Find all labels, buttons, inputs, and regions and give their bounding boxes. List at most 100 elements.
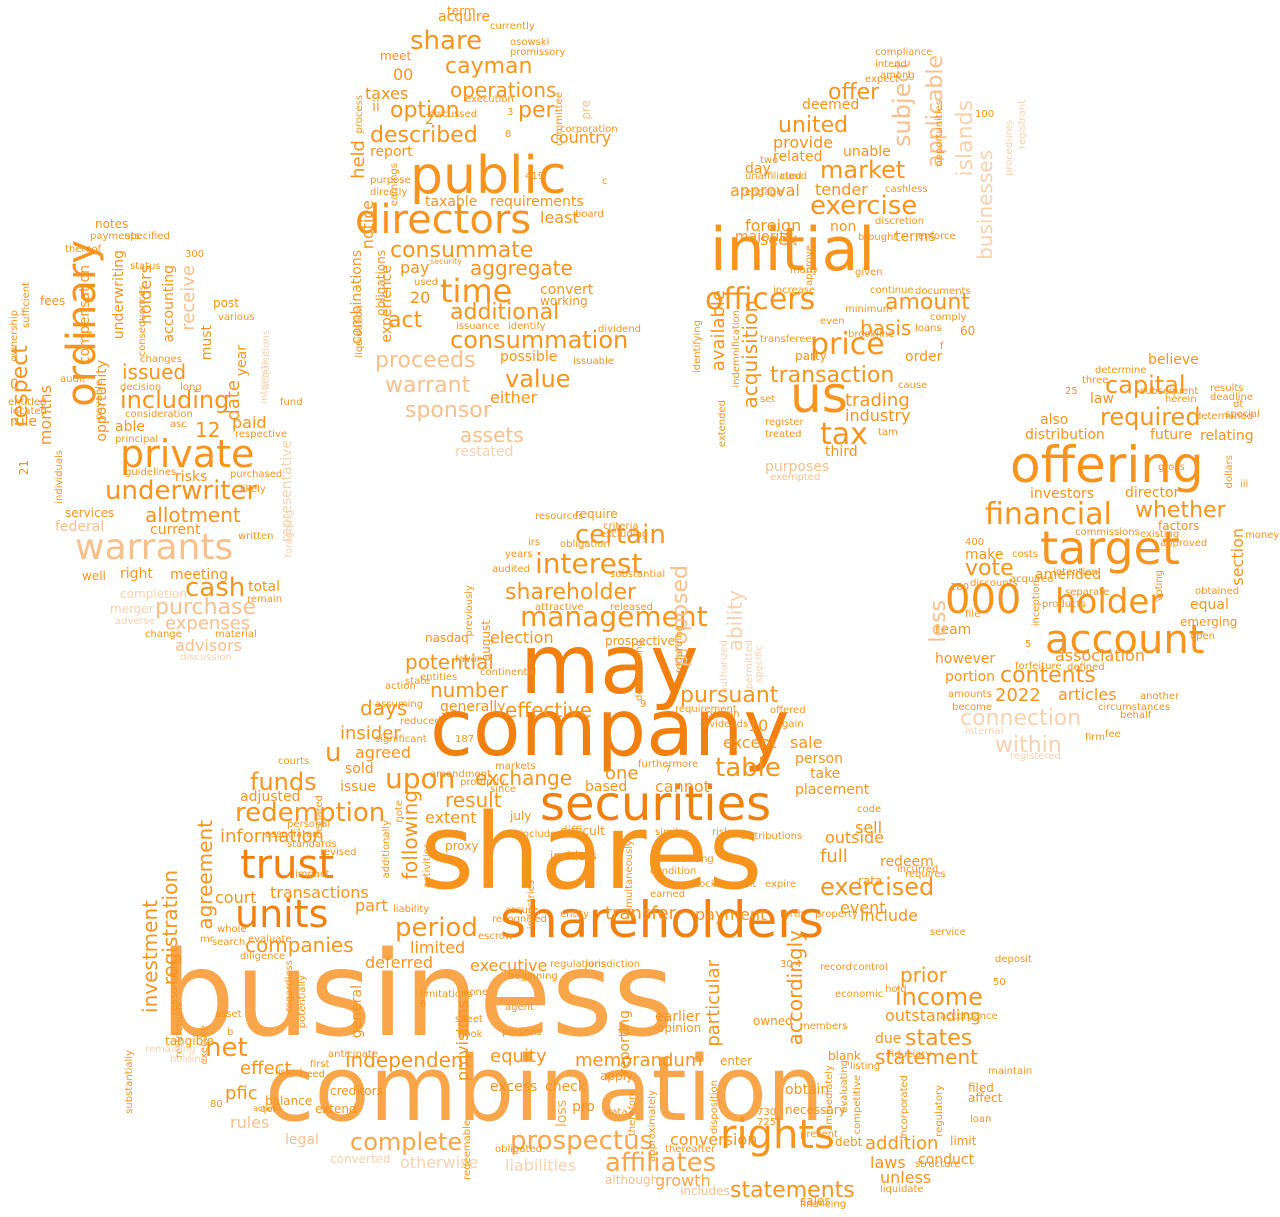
cloud-word: well xyxy=(82,569,106,583)
cloud-word: right xyxy=(120,566,153,582)
cloud-word: likely xyxy=(240,484,266,495)
cloud-word: insiders xyxy=(550,849,597,863)
cloud-word: qef xyxy=(260,1104,277,1115)
cloud-word: impact xyxy=(295,869,330,880)
cloud-word: particular xyxy=(703,960,724,1047)
cloud-word: since xyxy=(490,784,516,795)
cloud-word: days xyxy=(360,696,408,720)
cloud-word: necessary xyxy=(785,1103,846,1117)
cloud-word: 20 xyxy=(410,288,431,307)
cloud-word: offer xyxy=(828,80,880,105)
cloud-word: 30 xyxy=(780,959,793,970)
cloud-word: sale xyxy=(790,733,823,752)
cloud-word: committee xyxy=(554,92,565,147)
cloud-word: provisions xyxy=(453,1000,472,1082)
cloud-word: note xyxy=(394,800,405,823)
cloud-word: directors xyxy=(355,197,532,243)
cloud-word: period xyxy=(395,913,478,943)
cloud-word: circumstances xyxy=(1098,702,1171,713)
cloud-word: intention xyxy=(1053,567,1098,578)
cloud-word: year xyxy=(234,345,250,377)
cloud-word: condition xyxy=(650,866,697,877)
cloud-word: 80 xyxy=(210,1099,223,1110)
cloud-word: market xyxy=(820,156,906,184)
cloud-word: amounts xyxy=(948,689,992,700)
cloud-word: costs xyxy=(1012,549,1038,560)
cloud-word: members xyxy=(800,1021,848,1032)
cloud-word: allotment xyxy=(145,503,241,527)
cloud-word: aggregate xyxy=(470,256,573,280)
cloud-word: due xyxy=(875,1031,902,1047)
cloud-word: specified xyxy=(125,231,170,242)
cloud-word: based xyxy=(585,779,628,795)
cloud-word: investment xyxy=(138,900,162,1013)
cloud-word: state xyxy=(405,676,431,687)
cloud-word: redeem xyxy=(880,854,934,870)
cloud-word: debt xyxy=(835,1135,863,1149)
cloud-word: earlier xyxy=(655,1009,701,1025)
cloud-word: 180 xyxy=(950,582,970,593)
cloud-word: process xyxy=(354,95,365,134)
cloud-word: companies xyxy=(245,933,354,957)
cloud-word: 9 xyxy=(640,699,647,710)
cloud-word: equal xyxy=(1190,597,1229,613)
cloud-word: 4 xyxy=(795,959,802,970)
cloud-word: less xyxy=(926,600,951,643)
cloud-word: diligence xyxy=(240,951,286,962)
cloud-word: maintain xyxy=(988,1066,1033,1077)
cloud-word: osowski xyxy=(510,37,550,48)
cloud-word: earned xyxy=(650,889,686,900)
cloud-word: basis xyxy=(860,316,912,340)
cloud-word: pre xyxy=(579,100,593,120)
cloud-word: meet xyxy=(380,49,412,63)
cloud-word: cannot xyxy=(655,777,710,796)
cloud-word: report xyxy=(370,144,413,160)
cloud-word: may xyxy=(520,618,699,713)
cloud-word: generally xyxy=(440,699,506,715)
cloud-word: general xyxy=(349,985,365,1039)
cloud-word: property xyxy=(815,909,858,920)
cloud-word: seeking xyxy=(675,854,714,865)
cloud-word: opinion xyxy=(657,1021,702,1035)
cloud-word: another xyxy=(1140,691,1180,702)
cloud-word: july xyxy=(510,809,532,823)
cloud-word: possible xyxy=(500,349,558,365)
cloud-word: regardless xyxy=(284,960,295,1013)
cloud-word: internal xyxy=(965,726,1004,737)
cloud-word: status xyxy=(130,261,161,272)
cloud-word: sales xyxy=(800,1194,831,1208)
cloud-word: promptly xyxy=(460,777,506,788)
cloud-word: proceeds xyxy=(375,348,476,373)
cloud-word: terms xyxy=(895,229,936,245)
cloud-word: entity xyxy=(560,909,590,920)
cloud-word: result xyxy=(445,788,502,812)
cloud-word: regulations xyxy=(550,959,607,970)
cloud-word: consequences xyxy=(137,285,148,357)
cloud-word: irs xyxy=(528,537,541,548)
cloud-word: accounting xyxy=(161,265,177,343)
cloud-word: federal xyxy=(55,519,105,535)
cloud-word: substantial xyxy=(610,569,666,580)
cloud-word: sold xyxy=(345,761,374,777)
cloud-word: authorized xyxy=(719,640,730,694)
cloud-word: team xyxy=(935,622,972,638)
cloud-word: states xyxy=(905,1026,973,1051)
cloud-word: none xyxy=(463,987,488,998)
cloud-word: 00 xyxy=(393,65,414,84)
cloud-word: industries xyxy=(526,880,537,930)
cloud-word: favor xyxy=(455,654,481,665)
cloud-word: nasdaq xyxy=(425,631,469,645)
cloud-word: growth xyxy=(655,1171,711,1190)
cloud-word: two xyxy=(760,155,779,166)
cloud-word: believe xyxy=(1148,352,1199,368)
cloud-word: target xyxy=(1040,521,1180,575)
cloud-word: identify xyxy=(508,321,546,332)
cloud-word: redeemable xyxy=(462,1120,473,1180)
cloud-word: memorandum xyxy=(575,1050,703,1071)
cloud-word: action xyxy=(385,681,416,692)
cloud-word: redemption xyxy=(235,798,386,828)
cloud-word: except xyxy=(723,733,777,752)
cloud-word: management xyxy=(520,600,708,633)
cloud-word: respective xyxy=(235,429,288,440)
cloud-word: provide xyxy=(773,133,834,152)
